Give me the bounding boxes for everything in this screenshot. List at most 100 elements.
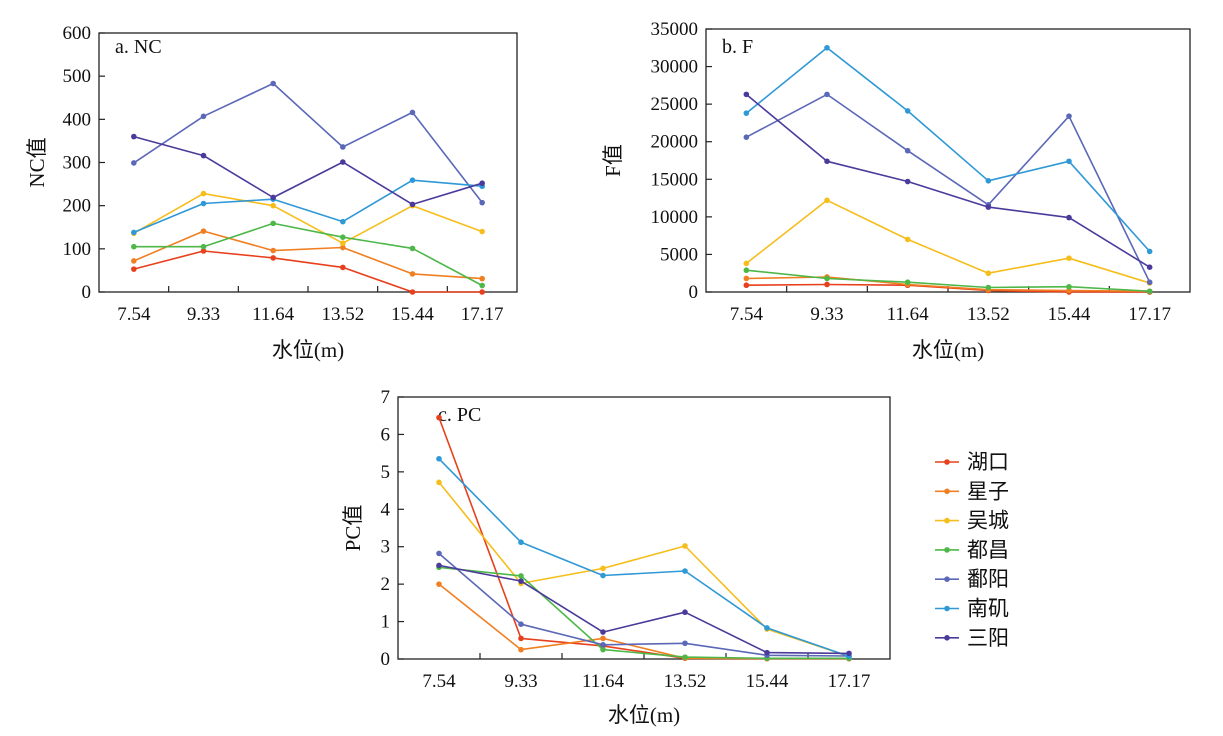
data-point <box>985 177 992 184</box>
data-point <box>1066 158 1072 165</box>
y-tick-label: 0 <box>82 282 92 303</box>
series-line <box>745 93 1151 268</box>
data-point <box>270 247 276 254</box>
legend-item: 三阳 <box>935 626 1009 650</box>
data-point <box>409 245 416 252</box>
data-point <box>743 260 750 267</box>
series-line <box>133 82 483 204</box>
data-point <box>600 641 606 648</box>
data-point <box>682 543 688 549</box>
y-axis-title: PC值 <box>341 505 365 552</box>
data-point <box>518 578 524 584</box>
y-tick-label: 200 <box>63 196 92 217</box>
data-point <box>340 234 346 240</box>
data-point <box>131 266 137 272</box>
x-axis-title: 水位(m) <box>912 338 984 362</box>
series-湖口 <box>131 248 485 295</box>
data-point <box>200 228 207 234</box>
legend-swatch-marker <box>944 635 950 641</box>
x-tick-label: 11.64 <box>582 671 625 692</box>
legend-item: 湖口 <box>935 450 1009 474</box>
legend-swatch-marker <box>944 547 950 553</box>
series-南矶 <box>436 455 852 660</box>
y-tick-label: 400 <box>63 109 92 130</box>
x-axis: 7.54 9.33 11.64 13.52 15.44 17.17 <box>422 653 870 692</box>
series-湖口 <box>436 414 852 662</box>
y-tick-label: 5 <box>381 462 391 483</box>
data-point <box>743 134 750 141</box>
series-line <box>438 552 850 657</box>
data-point <box>340 244 346 251</box>
data-point <box>682 654 688 660</box>
data-point <box>131 229 137 236</box>
series-line <box>745 46 1151 252</box>
data-point <box>904 178 911 185</box>
series-line <box>133 230 483 280</box>
data-point <box>340 264 346 271</box>
data-point <box>824 91 830 98</box>
panel-label: b. F <box>722 36 753 58</box>
legend-label: 南矶 <box>967 597 1009 621</box>
y-tick-label: 0 <box>689 282 699 303</box>
legend-item: 星子 <box>935 479 1009 503</box>
legend-label: 三阳 <box>967 626 1009 650</box>
data-point <box>682 609 688 616</box>
data-point <box>600 629 606 635</box>
data-point <box>743 91 750 98</box>
data-point <box>270 194 276 201</box>
data-point <box>904 147 911 154</box>
x-axis: 7.54 9.33 11.64 13.52 15.44 17.17 <box>117 286 504 325</box>
legend-item: 鄱阳 <box>935 567 1009 591</box>
x-tick-label: 9.33 <box>810 304 843 325</box>
data-point <box>270 220 276 227</box>
data-point <box>846 650 852 657</box>
data-point <box>479 275 485 282</box>
legend-label: 都昌 <box>967 538 1009 562</box>
legend-item: 吴城 <box>935 509 1009 533</box>
data-point <box>436 479 442 486</box>
data-point <box>824 275 830 282</box>
data-point <box>518 573 524 579</box>
y-axis: 0 1 2 3 4 5 6 7 <box>381 387 404 670</box>
data-point <box>1146 248 1153 255</box>
x-tick-label: 9.33 <box>187 304 220 325</box>
data-point <box>600 565 606 572</box>
data-point <box>743 282 750 289</box>
data-point <box>518 646 524 653</box>
data-point <box>600 635 606 642</box>
data-point <box>518 635 524 642</box>
legend-swatch-marker <box>944 605 950 612</box>
y-tick-label: 15000 <box>651 169 699 190</box>
data-point <box>824 197 830 204</box>
data-point <box>600 646 606 653</box>
series-line <box>745 93 1151 283</box>
data-point <box>518 539 524 546</box>
data-point <box>824 44 830 51</box>
data-point <box>1146 279 1153 286</box>
data-point <box>518 621 524 627</box>
y-tick-label: 25000 <box>651 94 699 115</box>
series-line <box>438 481 850 658</box>
x-tick-label: 17.17 <box>1128 304 1171 325</box>
data-point <box>131 243 137 250</box>
panel-label: a. NC <box>115 36 162 58</box>
data-point <box>340 218 346 225</box>
y-tick-label: 100 <box>63 239 92 260</box>
y-tick-label: 7 <box>381 387 391 408</box>
y-tick-label: 30000 <box>651 57 699 78</box>
data-point <box>131 160 137 166</box>
panel-f: 7.54 9.33 11.64 13.52 15.44 17.17 0 5000 10000 15… <box>601 19 1191 362</box>
data-point <box>479 228 485 235</box>
series-鄱阳 <box>131 80 485 206</box>
series-line <box>133 250 483 293</box>
plot-frame <box>705 28 1191 293</box>
legend-swatch-marker <box>944 459 950 465</box>
data-point <box>270 80 276 87</box>
series-鄱阳 <box>436 550 852 659</box>
data-point <box>409 201 416 208</box>
legend-label: 吴城 <box>967 509 1009 533</box>
data-point <box>436 581 442 587</box>
panel-label: c. PC <box>438 404 481 426</box>
data-point <box>985 270 992 277</box>
